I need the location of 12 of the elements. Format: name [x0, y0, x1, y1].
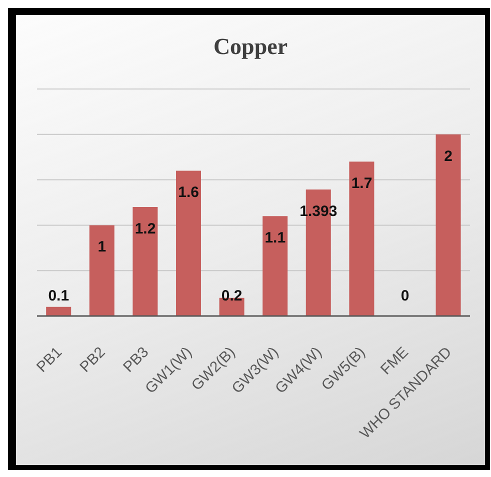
data-label: 1.1 [264, 230, 286, 247]
data-label: 1.7 [351, 175, 372, 192]
data-label: 1 [98, 238, 106, 256]
x-tick-label: PB3 [120, 344, 152, 376]
x-tick-label: PB2 [76, 344, 109, 376]
data-label: 1.6 [178, 184, 199, 202]
data-label: 2 [444, 148, 453, 165]
data-label: 0.1 [48, 288, 70, 304]
chart-title: Copper [212, 33, 289, 61]
data-label: 0 [400, 288, 410, 304]
data-label: 1.2 [134, 220, 156, 238]
x-tick-label: PB1 [33, 344, 66, 376]
